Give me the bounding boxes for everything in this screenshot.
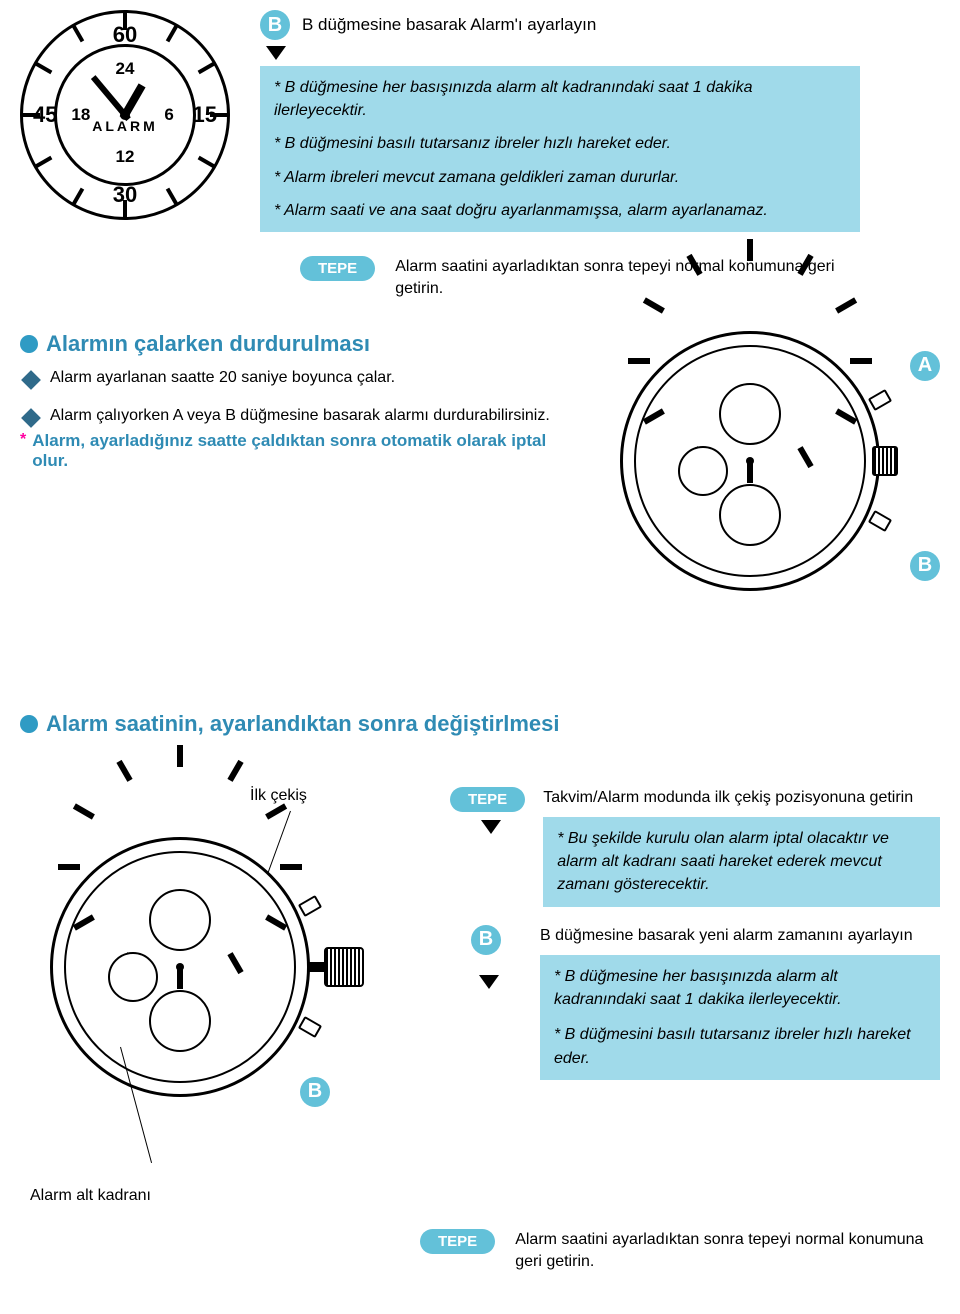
badge-b-3: B (300, 1077, 330, 1107)
change-tepe-step: Takvim/Alarm modunda ilk çekiş pozisyonu… (543, 787, 940, 809)
step-b-title: B düğmesine basarak Alarm'ı ayarlayın (302, 15, 596, 35)
stop-auto-cancel: Alarm, ayarladığınız saatte çaldıktan so… (32, 431, 552, 471)
change-tepe-note: * Bu şekilde kurulu olan alarm iptal ola… (557, 830, 889, 893)
box-b-notes: * B düğmesine her basışınızda alarm alt … (260, 66, 860, 232)
chrono-figure-1 (620, 331, 880, 591)
change-tepe-final: Alarm saatini ayarladıktan sonra tepeyi … (515, 1229, 940, 1274)
box-b-notes-2: * B düğmesine her basışınızda alarm alt … (540, 955, 940, 1080)
dial-num-15: 15 (193, 102, 217, 128)
stop-line2: Alarm çalıyorken A veya B düğmesine basa… (50, 407, 550, 425)
pusher-b-icon (868, 510, 892, 532)
dial-num-30: 30 (113, 182, 137, 208)
dial-num-45: 45 (33, 102, 57, 128)
section-change-alarm: Alarm saatinin, ayarlandıktan sonra deği… (20, 711, 940, 1274)
arrow-down-icon (479, 975, 499, 989)
heading-change: Alarm saatinin, ayarlandıktan sonra deği… (46, 711, 560, 737)
badge-b-2: B (910, 551, 940, 581)
change-b-note2: * B düğmesini basılı tutarsanız ibreler … (554, 1023, 926, 1069)
dial-inum-18: 18 (71, 105, 90, 125)
chrono-figure-2 (50, 837, 310, 1097)
badge-tepe-2: TEPE (450, 787, 525, 812)
badge-b: B (260, 10, 290, 40)
alarm-subdial-figure: 60 15 30 45 24 6 12 18 ALARM (20, 10, 230, 220)
arrow-down-icon (266, 46, 286, 60)
diamond-icon (21, 370, 41, 390)
label-alarm-alt-kadrani: Alarm alt kadranı (30, 1187, 940, 1205)
step-b-note1: * B düğmesine her basışınızda alarm alt … (274, 76, 846, 122)
pusher-b-icon (298, 1016, 322, 1038)
badge-tepe-1: TEPE (300, 256, 375, 281)
badge-a: A (910, 351, 940, 381)
dial-inum-24: 24 (116, 59, 135, 79)
change-b-step: B düğmesine basarak yeni alarm zamanını … (540, 925, 940, 947)
crown-pulled-icon (324, 947, 364, 987)
section-stop-alarm: Alarmın çalarken durdurulması Alarm ayar… (20, 331, 940, 591)
arrow-down-icon (481, 820, 501, 834)
diamond-icon (21, 408, 41, 428)
pusher-a-icon (298, 895, 322, 917)
bullet-icon (20, 715, 38, 733)
step-b-note2: * B düğmesini basılı tutarsanız ibreler … (274, 132, 846, 155)
box-tepe-note: * Bu şekilde kurulu olan alarm iptal ola… (543, 817, 940, 907)
label-ilk-cekis: İlk çekiş (250, 787, 307, 805)
crown-icon (872, 446, 898, 476)
dial-inum-6: 6 (164, 105, 173, 125)
dial-inum-12: 12 (116, 147, 135, 167)
bullet-icon (20, 335, 38, 353)
row-alarm-set: 60 15 30 45 24 6 12 18 ALARM B B düğmesi… (20, 10, 940, 232)
crown-stem-icon (308, 962, 324, 972)
badge-tepe-3: TEPE (420, 1229, 495, 1254)
pusher-a-icon (868, 389, 892, 411)
change-b-note1: * B düğmesine her basışınızda alarm alt … (554, 965, 926, 1011)
badge-b-4: B (471, 925, 501, 955)
stop-line1: Alarm ayarlanan saatte 20 saniye boyunca… (50, 369, 395, 387)
step-b-note3: * Alarm ibreleri mevcut zamana geldikler… (274, 166, 846, 189)
heading-stop: Alarmın çalarken durdurulması (46, 331, 370, 357)
asterisk-icon: * (20, 431, 26, 449)
dial-num-60: 60 (113, 22, 137, 48)
step-b-note4: * Alarm saati ve ana saat doğru ayarlanm… (274, 199, 846, 222)
